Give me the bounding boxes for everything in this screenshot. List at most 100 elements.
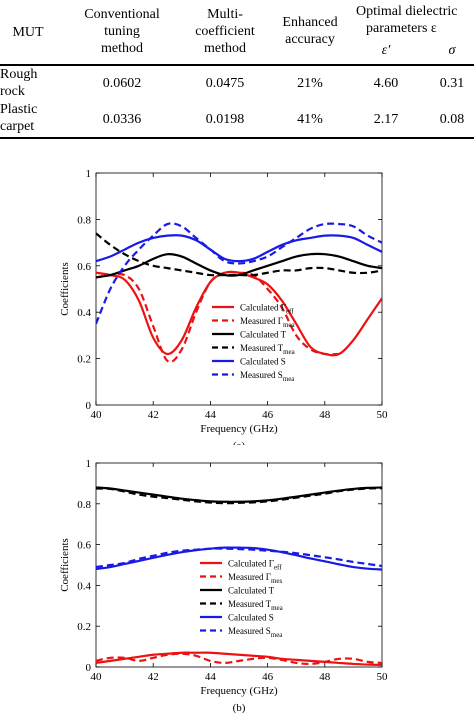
- series-line: [96, 487, 382, 505]
- series-line: [96, 652, 382, 666]
- x-tick-label: 42: [148, 409, 159, 421]
- table-rule: [0, 64, 474, 66]
- y-tick-label: 0: [86, 662, 92, 674]
- row-enhanced: 41%: [297, 112, 323, 127]
- x-tick-label: 48: [319, 409, 331, 421]
- row-sigma: 0.31: [439, 76, 465, 91]
- row-multi: 0.0198: [205, 112, 245, 127]
- series-line: [96, 234, 382, 263]
- header-multi-line: Multi-: [207, 7, 243, 22]
- legend-label-subscript: mea: [283, 321, 296, 329]
- y-tick-label: 1: [86, 458, 92, 470]
- legend-label-base: Measured S: [240, 370, 283, 380]
- legend-label-base: Measured Γ: [240, 316, 283, 326]
- legend-label-base: Calculated S: [228, 613, 274, 623]
- header-enhanced: Enhanced accuracy: [272, 14, 348, 48]
- series-line: [96, 547, 382, 569]
- y-axis-label: Coefficients: [59, 538, 71, 592]
- chart-b: 40 42 44 46 48 50 0 0.2 0.4 0.6 0.8 1 Frequency (GHz…: [59, 458, 389, 713]
- legend-label: Calculated Γeff: [228, 559, 282, 572]
- x-axis-label: Frequency (GHz): [200, 423, 278, 435]
- header-eps-prime: ε′: [366, 42, 406, 59]
- legend-label-base: Measured T: [240, 343, 284, 353]
- series-line: [96, 232, 382, 277]
- x-tick-label: 46: [262, 409, 274, 421]
- legend-label-subscript: mes: [271, 577, 283, 585]
- figure-caption: (b): [233, 702, 246, 713]
- legend-label: Measured Γmes: [228, 572, 283, 585]
- header-enhanced-line: accuracy: [285, 32, 335, 47]
- legend-label-subscript: mea: [271, 604, 284, 612]
- x-axis-label: Frequency (GHz): [200, 685, 278, 697]
- x-tick-label: 40: [91, 671, 103, 683]
- legend-label-subscript: eff: [274, 564, 282, 572]
- legend-label: Calculated Γeff: [240, 303, 294, 316]
- header-multi: Multi- coefficient method: [180, 6, 270, 57]
- legend-label: Measured Smea: [228, 626, 283, 639]
- header-conventional-line: Conventional: [84, 7, 160, 22]
- legend-label: Measured Tmea: [228, 599, 284, 612]
- y-tick-label: 0.8: [77, 214, 91, 226]
- legend-label-subscript: mea: [271, 631, 284, 639]
- x-tick-label: 46: [262, 671, 274, 683]
- y-tick-label: 0.4: [77, 307, 91, 319]
- header-mut-text: MUT: [12, 25, 44, 40]
- row-mut: Plastic carpet: [0, 101, 46, 135]
- y-tick-label: 0.2: [77, 621, 91, 633]
- y-tick-label: 1: [86, 168, 92, 180]
- y-tick-label: 0.8: [77, 499, 91, 511]
- row-mut: Rough rock: [0, 66, 44, 100]
- plot-frame: [95, 172, 383, 406]
- row-eps: 2.17: [373, 112, 399, 127]
- legend-label-subscript: eff: [286, 308, 294, 316]
- legend-label: Calculated S: [240, 357, 286, 367]
- y-axis-label: Coefficients: [59, 262, 71, 316]
- chart-a: 40 42 44 46 48 50 0 0.2 0.4 0.6 0.8 1 Frequency (GHz…: [59, 168, 389, 445]
- header-mut: MUT: [2, 24, 54, 41]
- series-line: [96, 546, 382, 571]
- row-eps: 4.60: [373, 76, 399, 91]
- header-optimal: Optimal dielectric parameters ε: [356, 3, 474, 37]
- legend-label: Measured Smea: [240, 370, 295, 383]
- header-eps-prime-text: ε′: [381, 43, 391, 58]
- row-mut-line: Plastic: [0, 102, 38, 117]
- row-conventional: 0.0336: [102, 112, 142, 127]
- series-line: [96, 252, 382, 279]
- row-mut-line: carpet: [0, 119, 35, 134]
- header-multi-line: method: [204, 41, 246, 56]
- legend-label-base: Measured S: [228, 626, 271, 636]
- legend-label: Calculated S: [228, 613, 274, 623]
- legend-label-subscript: mea: [283, 348, 296, 356]
- figure-caption: (a): [233, 440, 246, 445]
- header-multi-line: coefficient: [195, 24, 255, 39]
- row-multi: 0.0475: [205, 76, 245, 91]
- legend-label-base: Calculated T: [228, 586, 275, 596]
- series-line: [96, 486, 382, 503]
- header-optimal-line: Optimal dielectric: [356, 4, 458, 19]
- series-line: [96, 651, 382, 667]
- legend-label-subscript: mea: [283, 375, 296, 383]
- x-tick-label: 40: [91, 409, 103, 421]
- x-tick-label: 44: [205, 671, 217, 683]
- header-conventional: Conventional tuning method: [72, 6, 172, 57]
- y-tick-label: 0.6: [77, 540, 91, 552]
- header-conventional-line: method: [101, 41, 143, 56]
- row-conventional: 0.0602: [102, 76, 142, 91]
- x-tick-label: 50: [377, 409, 389, 421]
- y-tick-label: 0.6: [77, 261, 91, 273]
- legend-label: Calculated T: [240, 330, 287, 340]
- header-sigma-text: σ: [448, 43, 456, 58]
- legend-label-base: Measured Γ: [228, 572, 271, 582]
- legend-label: Measured Tmea: [240, 343, 296, 356]
- x-tick-label: 50: [377, 671, 389, 683]
- y-tick-label: 0: [86, 400, 92, 412]
- y-tick-label: 0.2: [77, 354, 91, 366]
- x-tick-label: 42: [148, 671, 159, 683]
- results-table: MUT Conventional tuning method Multi- co…: [0, 0, 474, 150]
- row-mut-line: rock: [0, 84, 25, 99]
- row-mut-line: Rough: [0, 67, 38, 82]
- x-tick-label: 48: [319, 671, 331, 683]
- header-sigma: σ: [432, 42, 472, 59]
- series-line: [96, 270, 382, 357]
- y-tick-label: 0.4: [77, 580, 91, 592]
